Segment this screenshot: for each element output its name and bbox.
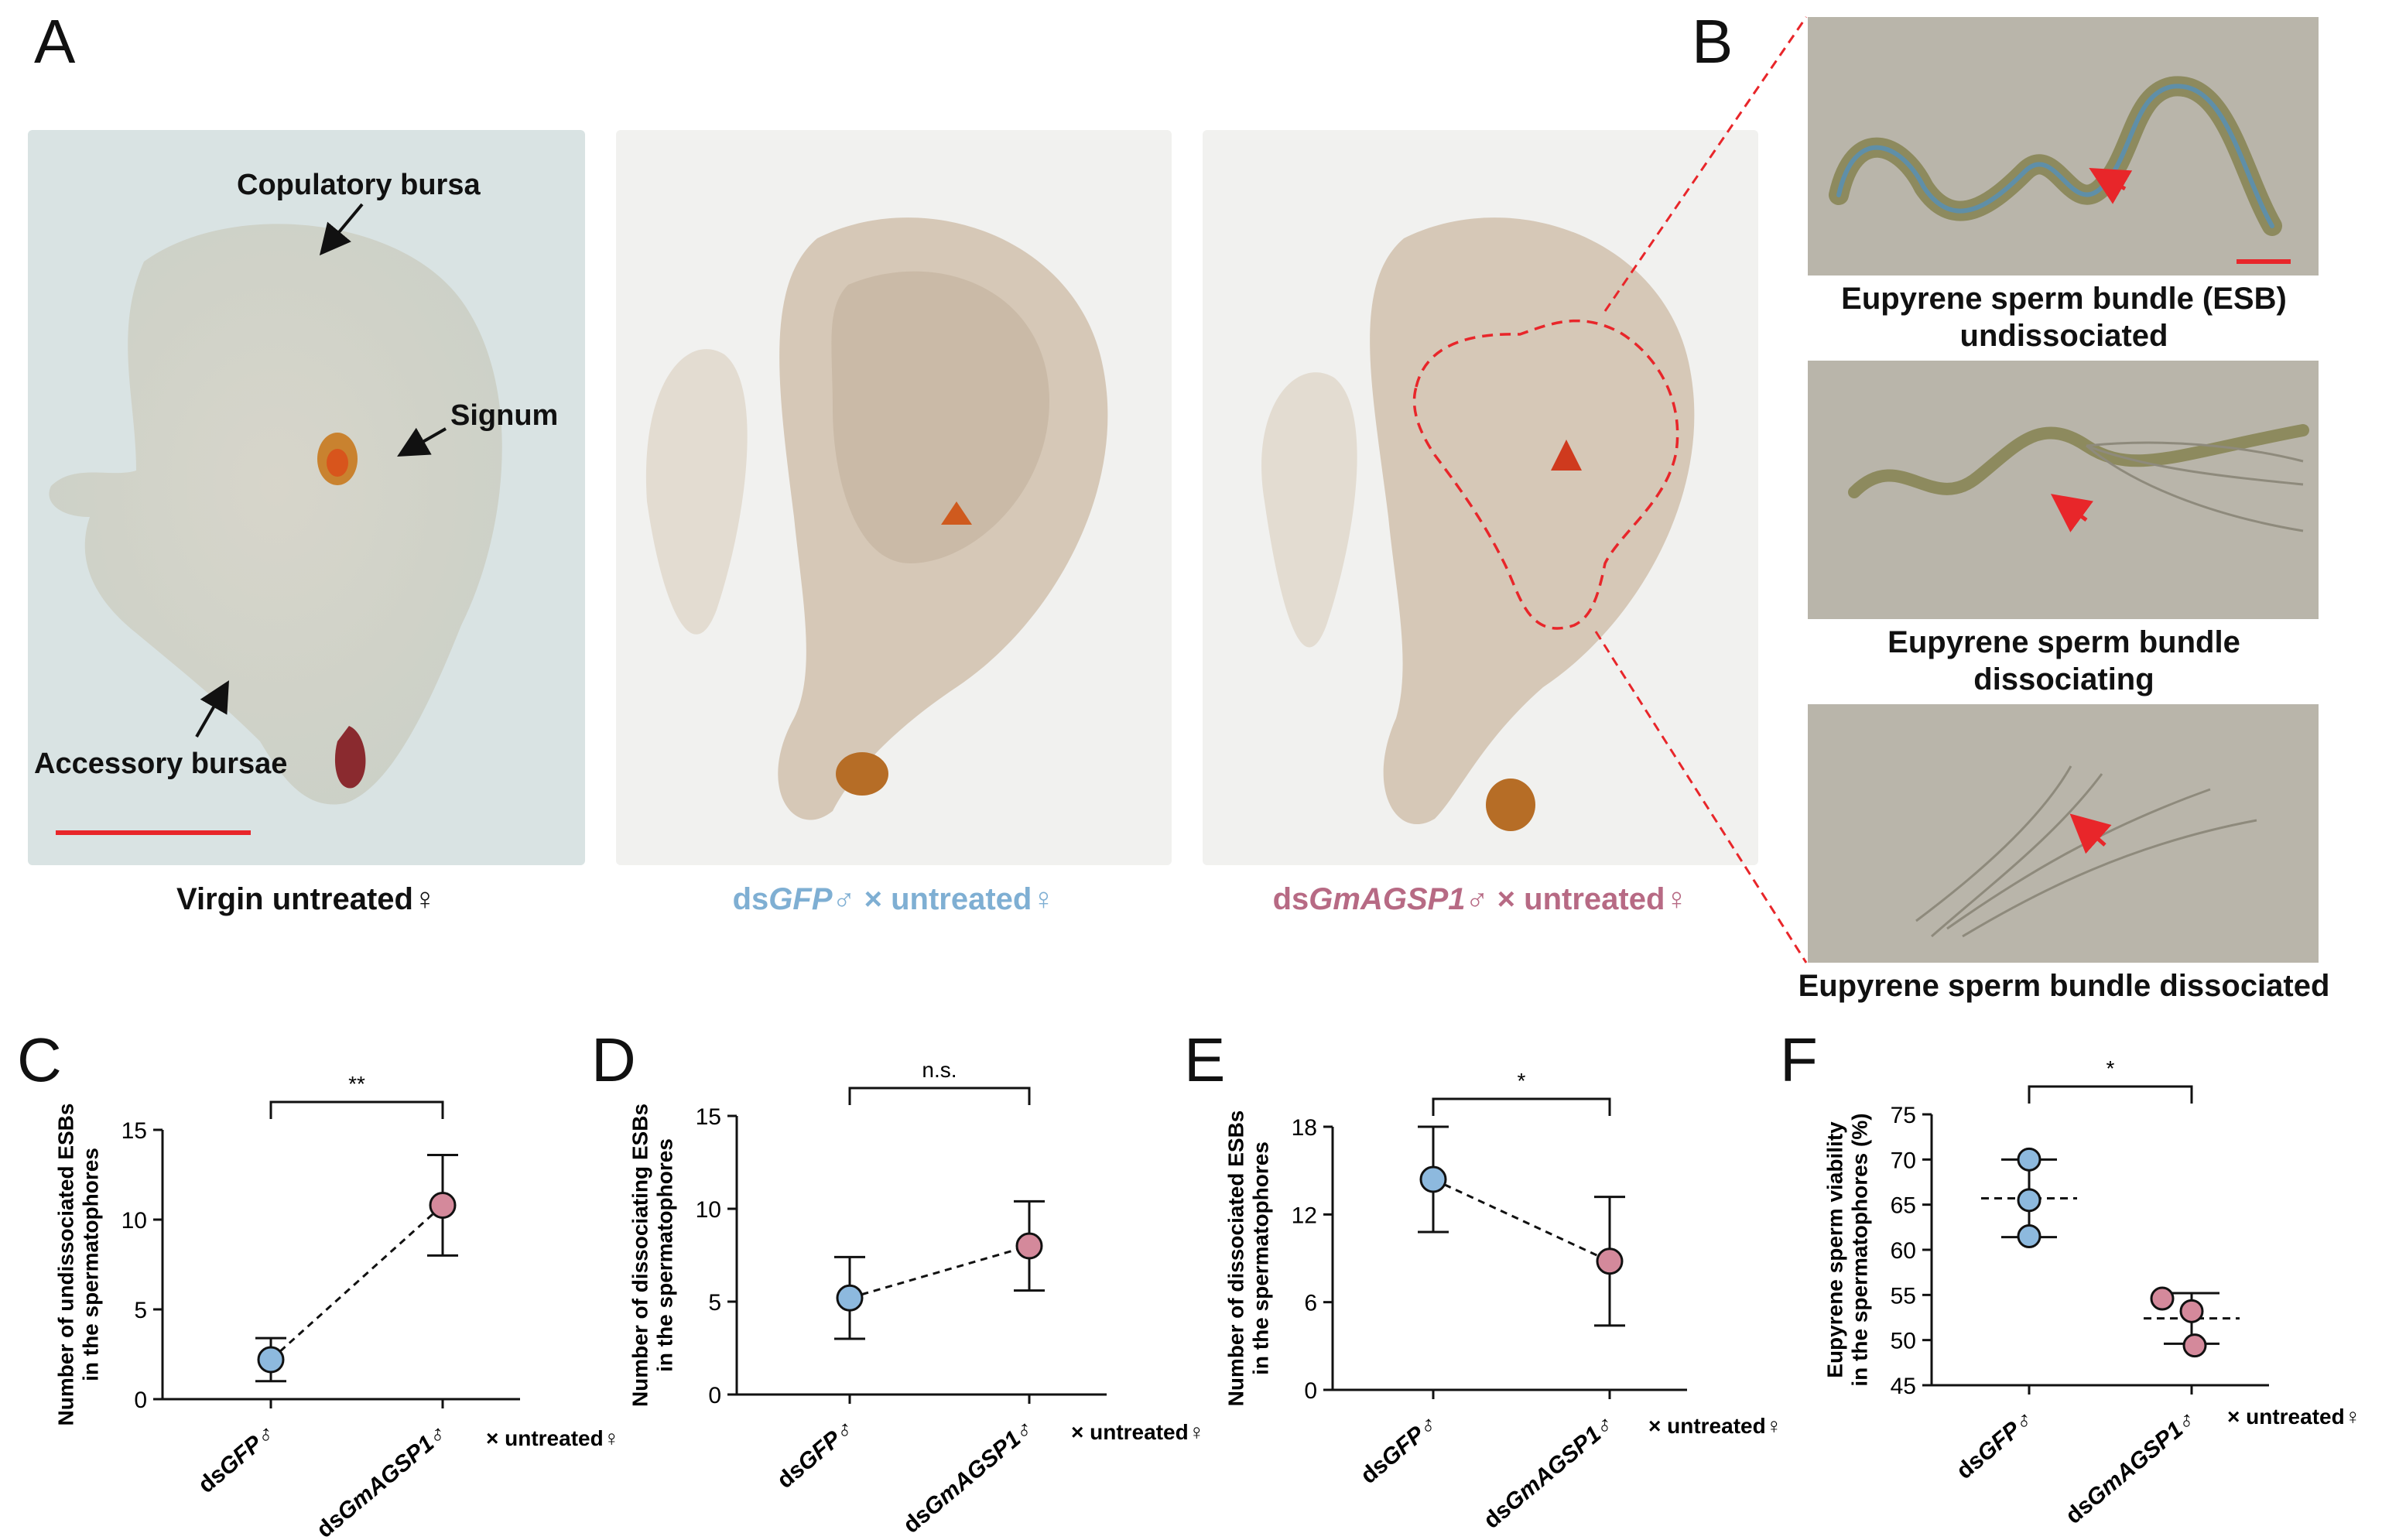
photo-dsgfp-bursa (616, 130, 1172, 865)
y-tick-label-d: 10 (696, 1197, 721, 1223)
y-tick-label-c: 5 (134, 1298, 147, 1323)
y-axis-label-d: Number of dissociating ESBsin the sperma… (628, 1104, 676, 1407)
caption-esb-dissociated: Eupyrene sperm bundle dissociated (1798, 969, 2330, 1003)
x-category-label-d: dsGmAGSP1♂ (898, 1415, 1039, 1538)
panel-label-b: B (1692, 7, 1733, 76)
y-tick-label-f: 70 (1891, 1148, 1916, 1173)
x-category-label-c: dsGmAGSP1♂ (312, 1419, 452, 1540)
caption-esb-dissociating: Eupyrene sperm bundle dissociating (1887, 625, 2240, 696)
data-point-f (2150, 1286, 2175, 1311)
data-point-e (1596, 1247, 1624, 1275)
y-tick-label-d: 15 (696, 1104, 721, 1130)
significance-bracket-c (269, 1100, 444, 1119)
zoom-line-bottom (1594, 631, 1808, 963)
micrograph-undissociated (1808, 17, 2319, 275)
y-tick-label-f: 45 (1891, 1374, 1916, 1399)
panel-label-f: F (1780, 1025, 1818, 1094)
y-tick-label-f: 55 (1891, 1283, 1916, 1309)
x-suffix-label-e: × untreated♀ (1648, 1414, 1782, 1438)
y-tick-label-c: 10 (121, 1208, 147, 1234)
data-point-d (836, 1284, 864, 1312)
data-point-f (2182, 1333, 2207, 1358)
y-tick-label-c: 15 (121, 1118, 147, 1144)
bursa-illustration-3 (1261, 217, 1695, 831)
y-tick-label-f: 60 (1891, 1238, 1916, 1264)
sperm-bundle-2 (1848, 424, 2309, 532)
y-tick-label-e: 0 (1304, 1378, 1317, 1404)
panel-label-d: D (591, 1025, 636, 1094)
y-tick-label-d: 0 (708, 1383, 721, 1408)
y-tick-label-e: 18 (1292, 1115, 1317, 1141)
caption-virgin: Virgin untreated♀ (176, 882, 436, 916)
y-tick-label-c: 0 (134, 1388, 147, 1413)
mean-connector-d (849, 1244, 1030, 1299)
significance-bracket-f (2028, 1085, 2193, 1104)
y-axis-label-c: Number of undissociated ESBsin the sperm… (53, 1104, 102, 1426)
significance-bracket-d (848, 1087, 1031, 1105)
significance-bracket-e (1432, 1097, 1611, 1116)
y-tick-label-d: 5 (708, 1290, 721, 1316)
data-point-f (2017, 1224, 2041, 1248)
y-tick-label-f: 50 (1891, 1329, 1916, 1354)
significance-label-e: * (1518, 1069, 1526, 1093)
y-tick-label-f: 65 (1891, 1193, 1916, 1219)
significance-label-c: ** (348, 1072, 365, 1096)
y-tick-label-e: 12 (1292, 1203, 1317, 1228)
x-category-label-e: dsGmAGSP1♂ (1479, 1410, 1619, 1534)
data-point-f (2017, 1147, 2041, 1172)
panel-label-e: E (1184, 1025, 1226, 1094)
x-category-label-e: dsGFP♂ (1356, 1410, 1443, 1489)
photo-dsgmagsp1-bursa (1203, 130, 1758, 865)
y-axis-label-f: Eupyrene sperm viabilityin the spermatop… (1822, 1113, 1871, 1386)
data-point-c (257, 1346, 285, 1374)
mean-connector-c (269, 1204, 444, 1361)
panel-label-a: A (34, 7, 76, 76)
label-signum: Signum (450, 399, 559, 432)
sperm-bundle-3 (1915, 765, 2257, 938)
arrow-accessory-bursae (195, 680, 229, 737)
x-category-label-d: dsGFP♂ (772, 1415, 860, 1494)
x-suffix-label-c: × untreated♀ (486, 1426, 620, 1450)
y-axis-label-e: Number of dissociated ESBsin the spermat… (1224, 1111, 1272, 1407)
caption-dsgfp: dsGFP♂ × untreated♀ (732, 882, 1056, 916)
micrograph-dissociated (1808, 704, 2319, 963)
data-point-e (1419, 1165, 1447, 1193)
y-tick-label-f: 75 (1891, 1103, 1916, 1128)
x-suffix-label-d: × untreated♀ (1071, 1420, 1205, 1444)
caption-esb-undissociated: Eupyrene sperm bundle (ESB) undissociate… (1841, 282, 2287, 353)
caption-dsgmagsp1: dsGmAGSP1♂ × untreated♀ (1272, 882, 1689, 916)
panel-label-c: C (17, 1025, 62, 1094)
significance-label-d: n.s. (922, 1058, 957, 1082)
label-copulatory-bursa: Copulatory bursa (237, 169, 481, 201)
label-accessory-bursae: Accessory bursae (34, 748, 288, 780)
x-category-label-c: dsGFP♂ (193, 1419, 281, 1498)
data-point-c (429, 1191, 457, 1219)
x-suffix-label-f: × untreated♀ (2227, 1405, 2361, 1429)
significance-label-f: * (2106, 1056, 2115, 1080)
bursa-illustration-2 (645, 217, 1108, 820)
y-tick-label-e: 6 (1304, 1291, 1317, 1316)
sperm-bundle-1 (1829, 76, 2291, 264)
data-point-d (1015, 1232, 1043, 1260)
zoom-line-top (1603, 16, 1808, 312)
micrograph-dissociating (1808, 361, 2319, 619)
data-point-f (2179, 1299, 2204, 1323)
mean-connector-e (1432, 1178, 1610, 1263)
x-category-label-f: dsGFP♂ (1952, 1405, 2039, 1484)
x-category-label-f: dsGmAGSP1♂ (2061, 1405, 2201, 1529)
arrow-signum (397, 427, 447, 457)
scale-bar-a (56, 830, 251, 835)
arrow-copulatory-bursa (319, 203, 364, 256)
photo-virgin-bursa (28, 130, 585, 865)
data-point-f (2017, 1188, 2041, 1213)
bursa-illustration-1 (49, 224, 502, 805)
